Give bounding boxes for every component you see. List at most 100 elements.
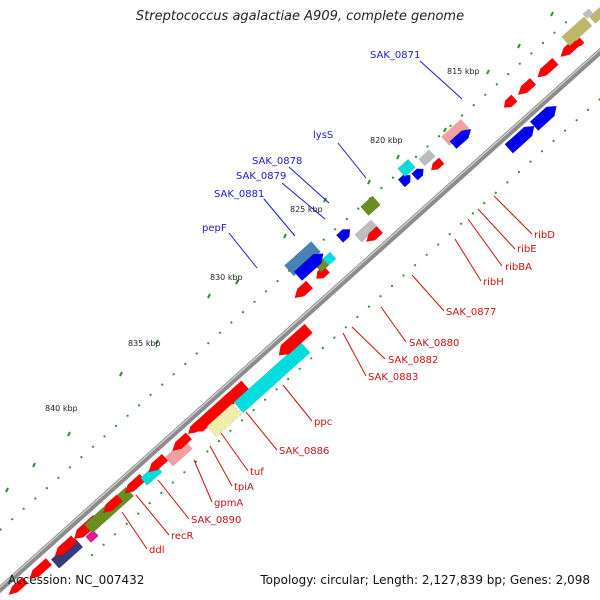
ring-dot [195, 352, 198, 355]
ring-dot [253, 300, 256, 303]
ring-dot [414, 155, 418, 158]
gene-feature [411, 168, 424, 181]
ring-dot [483, 202, 486, 205]
ring-dot [506, 181, 509, 184]
scale-tick [517, 43, 521, 49]
gene-feature [575, 37, 585, 47]
scale-tick [367, 179, 371, 185]
gene-label-sak-0871: SAK_0871 [370, 50, 420, 61]
gene-feature [172, 432, 193, 452]
map-title: Streptococcus agalactiae A909, complete … [135, 9, 465, 24]
gene-label-ddl: ddl [149, 545, 164, 556]
ring-dot [114, 533, 117, 536]
gene-label-pepf: pepF [202, 223, 227, 234]
ring-dot [437, 243, 440, 246]
lower-leader [351, 326, 386, 360]
ring-dot [138, 404, 141, 407]
scale-tick [67, 431, 71, 437]
ring-dot [345, 217, 348, 221]
gene-label-lyss: lysS [313, 130, 333, 141]
gene-feature [322, 251, 337, 266]
ring-dot [367, 305, 370, 308]
ring-dot [184, 362, 187, 365]
upper-leader [228, 232, 258, 269]
ring-dot [275, 388, 278, 391]
scale-tick [283, 233, 287, 239]
ring-dot [379, 295, 382, 298]
gene-feature [430, 157, 445, 171]
ring-dot [172, 373, 175, 376]
lower-leader [477, 208, 516, 250]
scale-label-840: 840 kbp [45, 404, 78, 413]
gene-feature [582, 8, 594, 19]
ring-dot [530, 52, 533, 55]
ring-dot [438, 135, 441, 138]
ring-dot [564, 21, 568, 24]
gene-feature [449, 128, 472, 150]
ring-dot [541, 41, 545, 45]
gene-feature [561, 16, 593, 47]
ring-dot [287, 377, 290, 381]
ring-dot [161, 383, 164, 386]
ring-dot [137, 512, 140, 515]
ring-dot [217, 440, 221, 443]
accession-text: Accession: NC_007432 [8, 573, 145, 587]
lower-leader [467, 218, 503, 267]
lower-leader [245, 411, 278, 451]
gene-label-tuf: tuf [250, 467, 264, 478]
ring-dot [357, 207, 360, 210]
genome-summary-text: Topology: circular; Length: 2,127,839 bp… [260, 573, 590, 587]
scale-labels: 815 kbp 820 kbp 825 kbp 830 kbp 835 kbp … [45, 67, 480, 413]
gene-label-sak-0890: SAK_0890 [191, 515, 241, 526]
gene-feature [54, 535, 78, 557]
ring-dot [587, 108, 590, 111]
gene-feature [278, 323, 313, 356]
lower-leader [342, 332, 367, 377]
ring-dot [471, 212, 474, 215]
gene-label-ribba: ribBA [505, 262, 532, 273]
upper-leader [337, 142, 367, 179]
upper-leader [263, 198, 296, 237]
ring-dot [80, 456, 83, 459]
ring-dot [264, 290, 268, 293]
ring-dot [125, 522, 128, 526]
ring-dot [333, 336, 336, 339]
gene-label-ribh: ribH [483, 277, 504, 288]
genome-backbone [0, 47, 600, 594]
gene-feature [294, 280, 314, 299]
ring-dot [241, 311, 244, 314]
ring-dot [0, 528, 2, 531]
upper-leader [419, 60, 463, 100]
ring-dot [11, 518, 14, 521]
ring-dot [57, 476, 60, 479]
gene-label-sak-0879: SAK_0879 [236, 171, 286, 182]
ring-dot [494, 191, 497, 194]
gene-label-sak-0886: SAK_0886 [279, 446, 329, 457]
ring-dot [402, 274, 405, 277]
lower-leader [411, 274, 445, 312]
lower-leader [493, 195, 533, 235]
ring-dot [425, 253, 428, 256]
gene-feature [588, 6, 600, 24]
gene-label-gpma: gpmA [214, 498, 243, 509]
ring-dot [391, 176, 394, 179]
ring-dot [575, 119, 578, 122]
ring-dot [126, 414, 129, 417]
ring-dot [564, 129, 567, 132]
ring-dot [45, 487, 48, 490]
ring-dot [414, 264, 417, 267]
lower-leader [454, 238, 482, 282]
gene-feature [366, 225, 384, 242]
gene-label-ribd: ribD [534, 230, 555, 241]
scale-ticks [5, 11, 554, 493]
lower-leader [135, 494, 170, 536]
gene-feature [360, 195, 381, 216]
ring-dot [552, 139, 555, 142]
ring-dot [264, 398, 267, 401]
gene-feature [517, 77, 537, 96]
gene-feature [529, 105, 557, 131]
gene-feature [29, 557, 53, 580]
gene-feature [537, 57, 559, 78]
ring-dot [461, 114, 464, 117]
